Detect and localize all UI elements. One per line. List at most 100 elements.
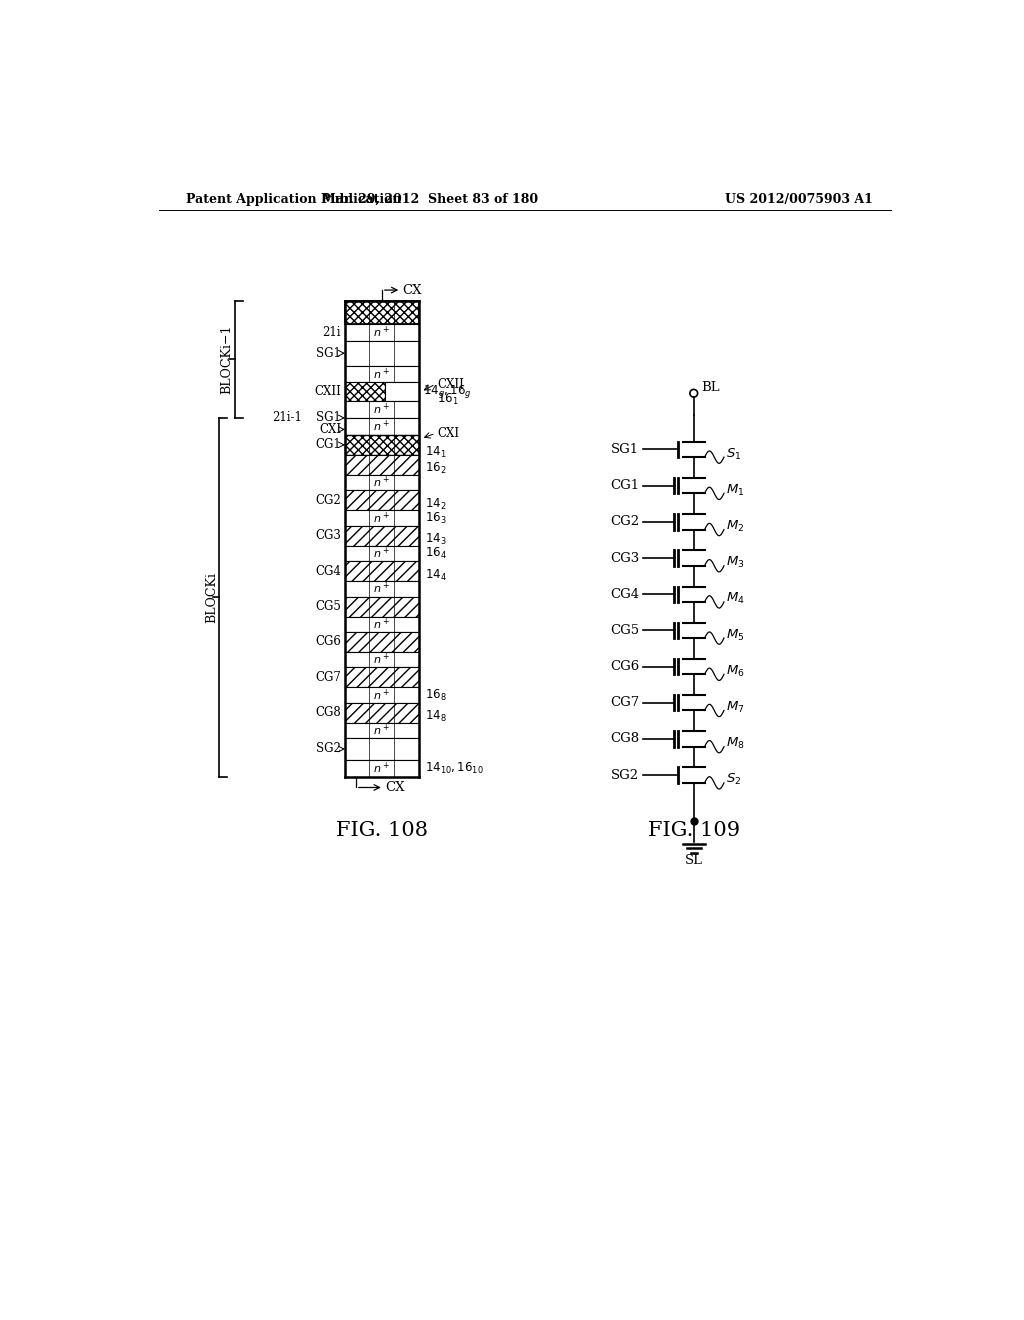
Text: $n^+$: $n^+$ bbox=[374, 688, 390, 702]
Text: CG5: CG5 bbox=[610, 624, 640, 638]
Text: SG2: SG2 bbox=[611, 768, 640, 781]
Text: CG8: CG8 bbox=[610, 733, 640, 746]
Text: Patent Application Publication: Patent Application Publication bbox=[186, 193, 401, 206]
Text: $M_5$: $M_5$ bbox=[726, 627, 744, 643]
Bar bbox=[385, 383, 419, 401]
Bar bbox=[345, 383, 385, 401]
Text: $16_4$: $16_4$ bbox=[425, 546, 446, 561]
Bar bbox=[345, 632, 419, 652]
Text: $14_2$: $14_2$ bbox=[425, 496, 446, 512]
Text: $M_8$: $M_8$ bbox=[726, 737, 745, 751]
Bar bbox=[345, 597, 419, 616]
Text: CG4: CG4 bbox=[610, 587, 640, 601]
Bar bbox=[345, 688, 419, 702]
Text: CXII: CXII bbox=[314, 385, 341, 399]
Text: CG7: CG7 bbox=[315, 671, 341, 684]
Text: SG1: SG1 bbox=[316, 412, 341, 425]
Text: $n^+$: $n^+$ bbox=[374, 652, 390, 668]
Text: $M_2$: $M_2$ bbox=[726, 519, 744, 535]
Bar bbox=[345, 545, 419, 561]
Text: $16_2$: $16_2$ bbox=[425, 461, 446, 477]
Text: CX: CX bbox=[385, 781, 404, 795]
Bar bbox=[345, 616, 419, 632]
Bar bbox=[345, 581, 419, 597]
Bar bbox=[345, 525, 419, 545]
Text: $n^+$: $n^+$ bbox=[374, 475, 390, 490]
Bar bbox=[345, 418, 419, 434]
Text: $n^+$: $n^+$ bbox=[374, 616, 390, 632]
Text: $16_1$: $16_1$ bbox=[437, 392, 459, 407]
Bar bbox=[345, 341, 419, 366]
Text: Mar. 29, 2012  Sheet 83 of 180: Mar. 29, 2012 Sheet 83 of 180 bbox=[323, 193, 539, 206]
Text: 21i-1: 21i-1 bbox=[272, 412, 302, 425]
Text: $n^+$: $n^+$ bbox=[374, 723, 390, 738]
Text: CG7: CG7 bbox=[610, 696, 640, 709]
Bar bbox=[345, 475, 419, 490]
Bar bbox=[345, 301, 419, 323]
Text: SG1: SG1 bbox=[611, 444, 640, 455]
Text: CXI: CXI bbox=[319, 422, 341, 436]
Text: $n^+$: $n^+$ bbox=[374, 418, 390, 434]
Text: $M_4$: $M_4$ bbox=[726, 591, 745, 606]
Text: $n^+$: $n^+$ bbox=[374, 325, 390, 341]
Text: FIG. 109: FIG. 109 bbox=[648, 821, 739, 840]
Text: SL: SL bbox=[685, 854, 702, 867]
Text: $16_8$: $16_8$ bbox=[425, 688, 446, 702]
Text: CG8: CG8 bbox=[315, 706, 341, 719]
Text: CG4: CG4 bbox=[315, 565, 341, 578]
Text: $14_8$: $14_8$ bbox=[425, 709, 446, 725]
Bar bbox=[345, 652, 419, 668]
Text: CG3: CG3 bbox=[610, 552, 640, 565]
Text: $n^+$: $n^+$ bbox=[374, 760, 390, 776]
Bar bbox=[345, 401, 419, 418]
Bar bbox=[345, 434, 419, 455]
Bar bbox=[345, 702, 419, 723]
Text: $14_4$: $14_4$ bbox=[425, 568, 446, 582]
Text: SG2: SG2 bbox=[316, 742, 341, 755]
Bar bbox=[345, 738, 419, 760]
Text: 21i: 21i bbox=[323, 326, 341, 339]
Text: $14_1$: $14_1$ bbox=[425, 445, 446, 461]
Bar bbox=[345, 668, 419, 688]
Text: $S_1$: $S_1$ bbox=[726, 446, 741, 462]
Text: $16_3$: $16_3$ bbox=[425, 511, 446, 525]
Text: $n^+$: $n^+$ bbox=[374, 367, 390, 381]
Text: BL: BL bbox=[701, 380, 720, 393]
Text: CG2: CG2 bbox=[315, 494, 341, 507]
Text: FIG. 108: FIG. 108 bbox=[336, 821, 428, 840]
Text: SG1: SG1 bbox=[316, 347, 341, 360]
Text: $14_{10}, 16_{10}$: $14_{10}, 16_{10}$ bbox=[425, 760, 483, 776]
Text: $n^+$: $n^+$ bbox=[374, 545, 390, 561]
Text: $M_3$: $M_3$ bbox=[726, 556, 744, 570]
Text: BLOCKi−1: BLOCKi−1 bbox=[221, 325, 233, 395]
Bar bbox=[345, 490, 419, 511]
Bar bbox=[345, 323, 419, 341]
Bar bbox=[345, 511, 419, 525]
Text: $n^+$: $n^+$ bbox=[374, 401, 390, 417]
Text: US 2012/0075903 A1: US 2012/0075903 A1 bbox=[725, 193, 872, 206]
Text: $M_7$: $M_7$ bbox=[726, 700, 744, 715]
Text: $14_g, 16_g$: $14_g, 16_g$ bbox=[423, 383, 472, 400]
Text: BLOCKi: BLOCKi bbox=[205, 572, 218, 623]
Bar bbox=[345, 723, 419, 738]
Text: CG5: CG5 bbox=[315, 601, 341, 612]
Text: CG1: CG1 bbox=[315, 438, 341, 451]
Text: CG3: CG3 bbox=[315, 529, 341, 543]
Text: $n^+$: $n^+$ bbox=[374, 511, 390, 525]
Bar bbox=[345, 455, 419, 475]
Text: CG6: CG6 bbox=[610, 660, 640, 673]
Text: CG2: CG2 bbox=[610, 515, 640, 528]
Bar bbox=[345, 366, 419, 383]
Text: CXI: CXI bbox=[437, 426, 460, 440]
Text: CG6: CG6 bbox=[315, 635, 341, 648]
Bar bbox=[345, 760, 419, 776]
Text: $M_6$: $M_6$ bbox=[726, 664, 745, 678]
Text: CG1: CG1 bbox=[610, 479, 640, 492]
Text: $14_3$: $14_3$ bbox=[425, 532, 446, 548]
Text: CX: CX bbox=[402, 284, 422, 297]
Text: $n^+$: $n^+$ bbox=[374, 581, 390, 597]
Text: CXII: CXII bbox=[437, 378, 464, 391]
Text: $M_1$: $M_1$ bbox=[726, 483, 744, 498]
Bar bbox=[345, 561, 419, 581]
Text: $S_2$: $S_2$ bbox=[726, 772, 741, 787]
